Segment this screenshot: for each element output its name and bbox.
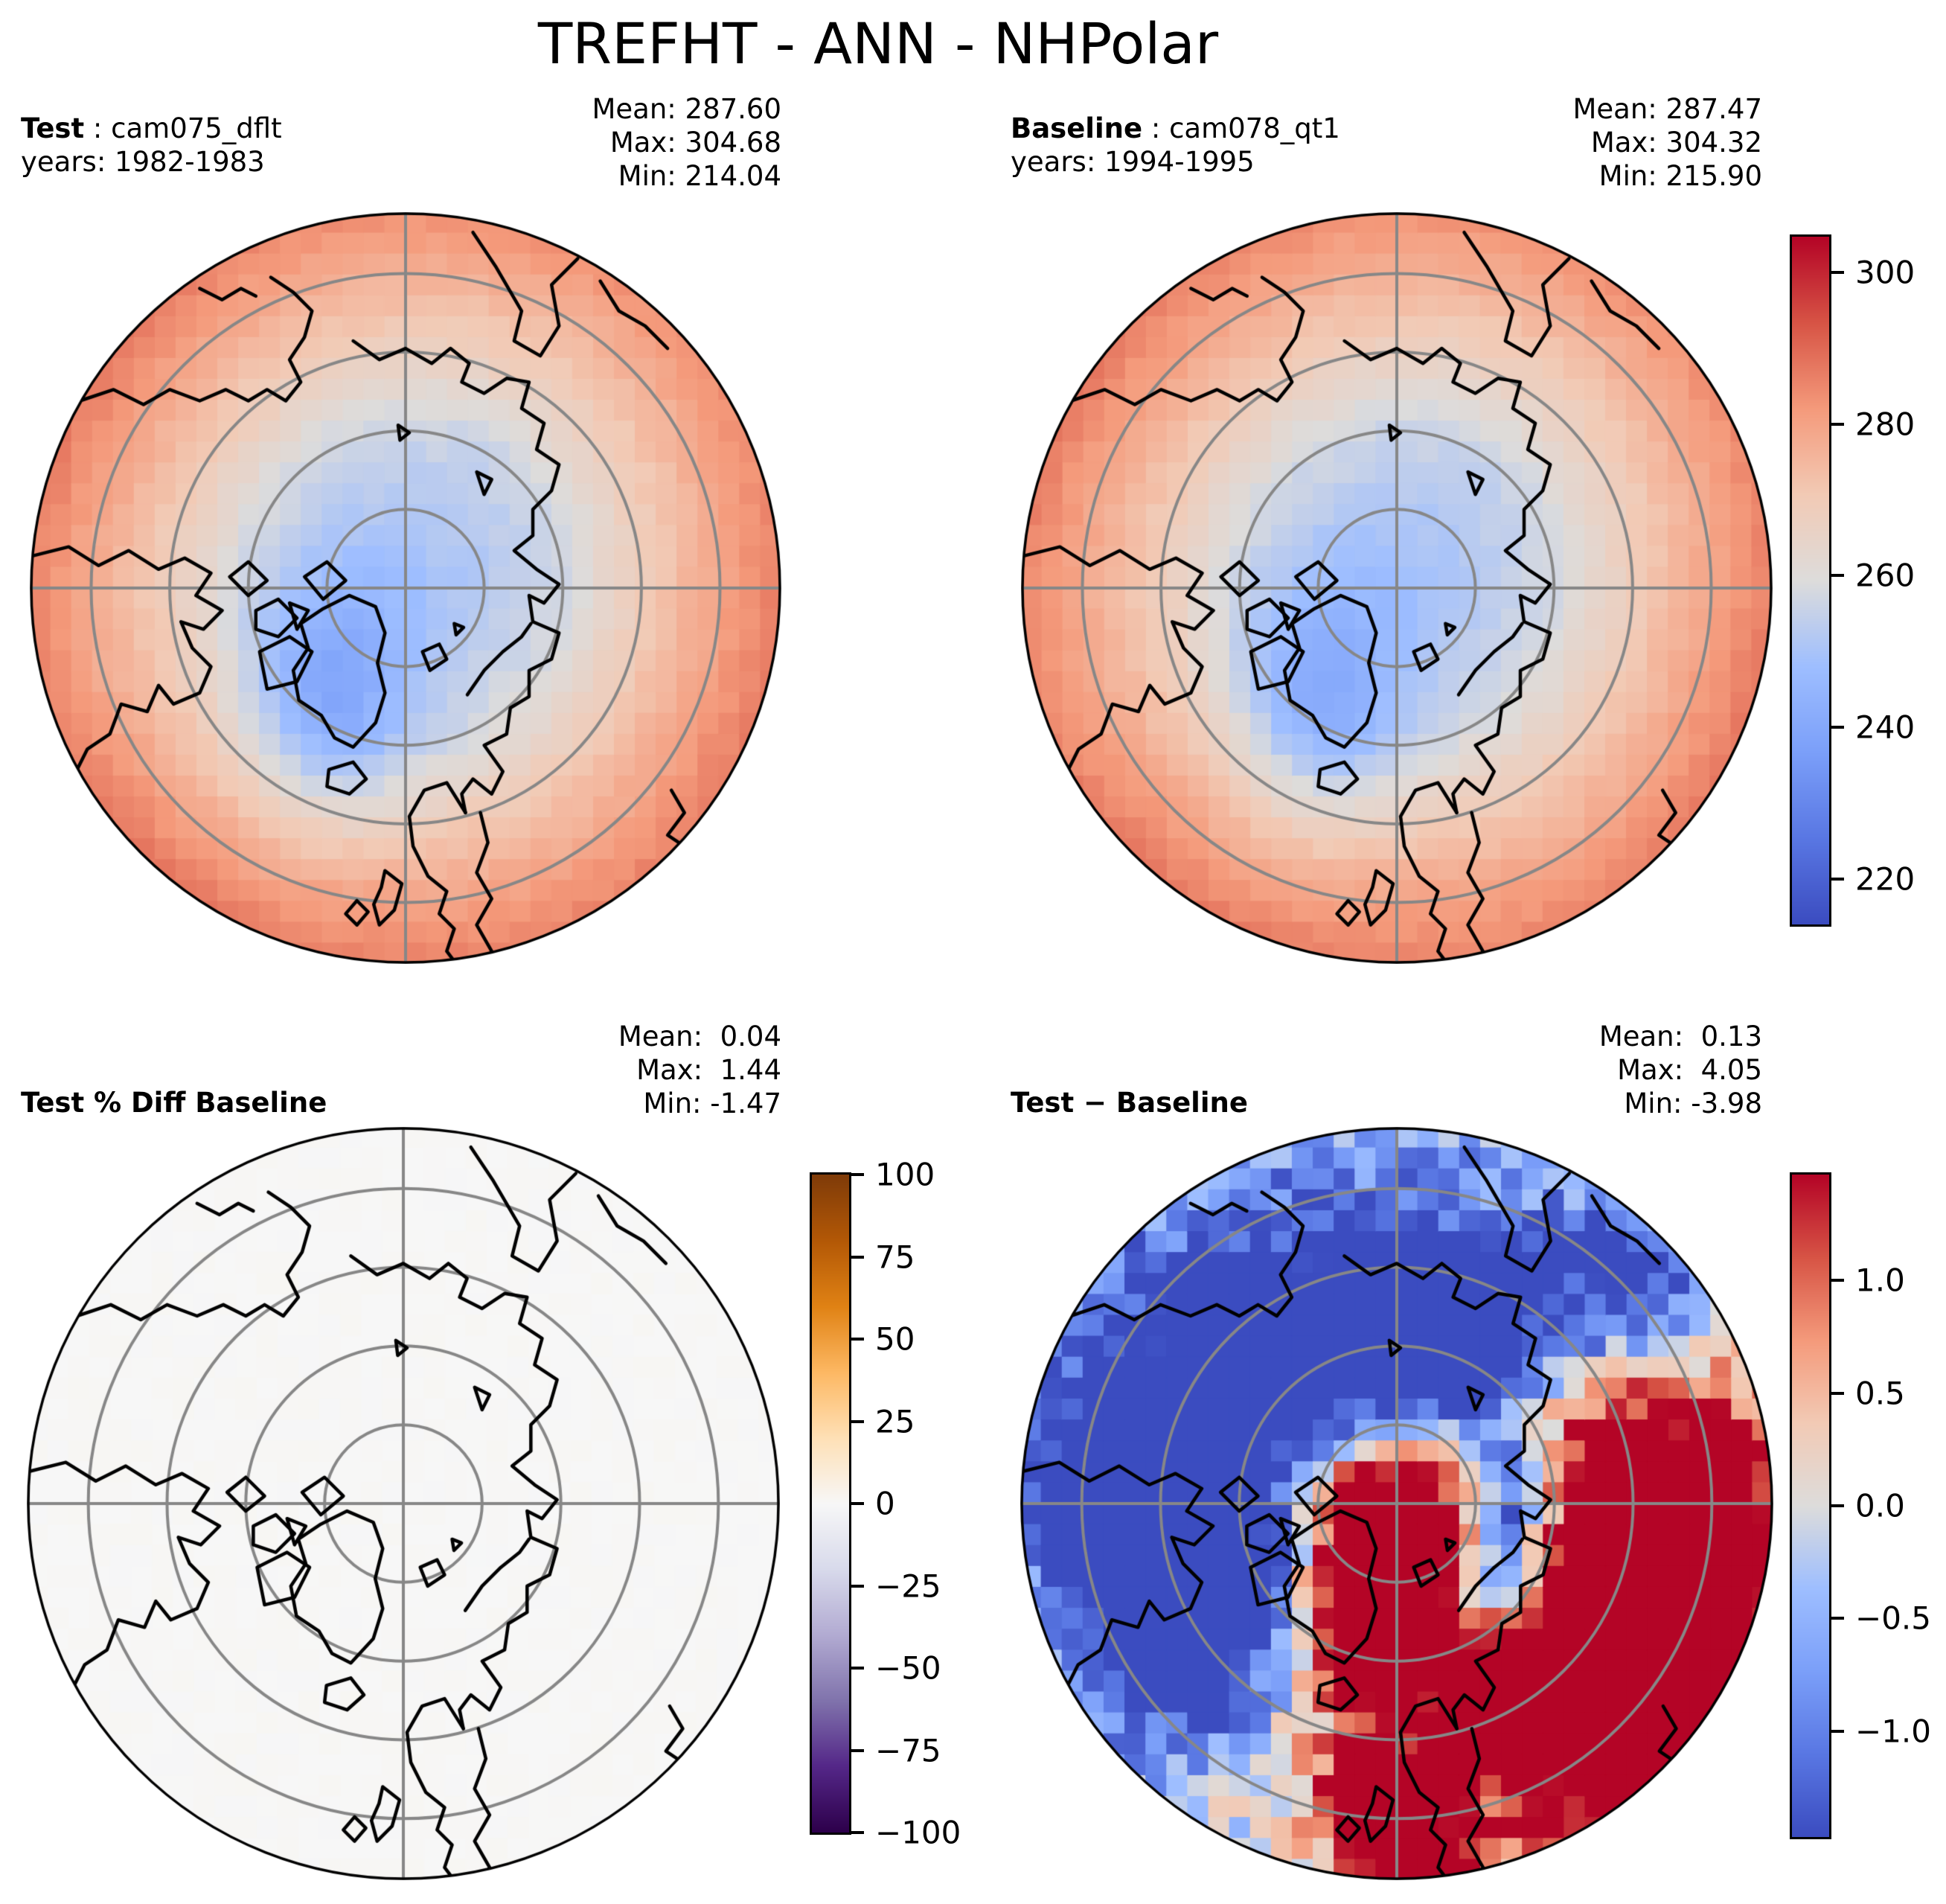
- map-canvas-diff: [1020, 1127, 1773, 1880]
- colorbar-tick-label: −25: [875, 1568, 941, 1604]
- test-label: Test: [21, 112, 85, 144]
- baseline-years: years: 1994-1995: [1011, 146, 1255, 178]
- stats-test: Mean: 287.60 Max: 304.68 Min: 214.04: [469, 92, 781, 193]
- colorbar-tick: [851, 1502, 864, 1505]
- colorbar-tick: [851, 1173, 864, 1176]
- stats-pct-diff: Mean: 0.04 Max: 1.44 Min: -1.47: [469, 1020, 781, 1120]
- figure-title: TREFHT - ANN - NHPolar: [537, 10, 1219, 77]
- colorbar-tick: [1831, 1729, 1844, 1733]
- stat-max: Max: 1.44: [636, 1054, 781, 1086]
- colorbar-tick-label: 75: [875, 1239, 915, 1275]
- colorbar-tick: [851, 1584, 864, 1588]
- colorbar-tick: [851, 1748, 864, 1752]
- colorbar-gradient: [1790, 234, 1831, 927]
- colorbar-tick-label: 0.0: [1855, 1487, 1905, 1524]
- colorbar-tick: [1831, 1391, 1844, 1395]
- panel-header-test: Test : cam075_dflt years: 1982-1983: [21, 112, 282, 179]
- colorbar-tick-label: 260: [1855, 557, 1915, 594]
- stat-min: Min: 215.90: [1598, 160, 1762, 192]
- stat-min: Min: -3.98: [1624, 1087, 1762, 1119]
- colorbar-tick-label: 0.5: [1855, 1375, 1905, 1412]
- polar-map-baseline: [1021, 212, 1773, 967]
- colorbar-tick-label: −0.5: [1855, 1600, 1931, 1637]
- colorbar-tick: [1831, 726, 1844, 729]
- stats-baseline: Mean: 287.47 Max: 304.32 Min: 215.90: [1450, 92, 1762, 193]
- baseline-dataset: : cam078_qt1: [1142, 112, 1340, 144]
- panel-label-pct-diff: Test % Diff Baseline: [21, 1087, 327, 1119]
- colorbar-tick-label: 240: [1855, 709, 1915, 746]
- colorbar-tick-label: −100: [875, 1814, 961, 1851]
- stat-mean: Mean: 287.60: [592, 93, 781, 125]
- polar-map-test: [30, 212, 781, 967]
- colorbar-tick-label: −50: [875, 1649, 941, 1687]
- colorbar-tick-label: 1.0: [1855, 1262, 1905, 1299]
- colorbar-tick-label: 280: [1855, 406, 1915, 443]
- map-canvas-test: [30, 212, 781, 964]
- colorbar-tick: [851, 1255, 864, 1259]
- colorbar-tick: [1831, 1617, 1844, 1620]
- polar-map-diff: [1020, 1127, 1773, 1883]
- colorbar-tick: [1831, 878, 1844, 881]
- map-canvas-baseline: [1021, 212, 1773, 964]
- colorbar-tick-label: 25: [875, 1403, 915, 1440]
- colorbar-tick: [851, 1667, 864, 1670]
- colorbar-tick: [1831, 270, 1844, 274]
- map-canvas-pct-diff: [27, 1127, 780, 1880]
- panel-header-baseline: Baseline : cam078_qt1 years: 1994-1995: [1011, 112, 1340, 179]
- colorbar-tick-label: 0: [875, 1485, 895, 1522]
- stats-diff: Mean: 0.13 Max: 4.05 Min: -3.98: [1450, 1020, 1762, 1120]
- stat-max: Max: 304.68: [609, 127, 781, 159]
- colorbar-tick-label: 100: [875, 1156, 935, 1193]
- stat-min: Min: 214.04: [618, 160, 781, 192]
- colorbar-tick-label: 50: [875, 1320, 915, 1358]
- baseline-label: Baseline: [1011, 112, 1143, 144]
- colorbar-tick: [851, 1831, 864, 1834]
- stat-max: Max: 304.32: [1590, 127, 1762, 159]
- stat-mean: Mean: 0.13: [1598, 1020, 1762, 1052]
- colorbar-gradient: [810, 1172, 851, 1835]
- colorbar-tick: [1831, 422, 1844, 426]
- polar-map-pct-diff: [27, 1127, 780, 1883]
- colorbar-gradient: [1790, 1172, 1831, 1839]
- colorbar-tick-label: 300: [1855, 254, 1915, 291]
- test-dataset: : cam075_dflt: [84, 112, 282, 144]
- colorbar-tick-label: 220: [1855, 860, 1915, 898]
- colorbar-tick: [851, 1419, 864, 1423]
- colorbar-tick-label: −75: [875, 1732, 941, 1769]
- colorbar-tick: [851, 1338, 864, 1341]
- colorbar-tick-label: −1.0: [1855, 1713, 1931, 1750]
- stat-mean: Mean: 287.47: [1572, 93, 1762, 125]
- colorbar-tick: [1831, 1504, 1844, 1507]
- colorbar-tick: [1831, 574, 1844, 578]
- stat-mean: Mean: 0.04: [618, 1020, 781, 1052]
- stat-max: Max: 4.05: [1617, 1054, 1762, 1086]
- test-years: years: 1982-1983: [21, 146, 265, 178]
- stat-min: Min: -1.47: [643, 1087, 781, 1119]
- colorbar-tick: [1831, 1279, 1844, 1282]
- panel-label-diff: Test − Baseline: [1011, 1087, 1248, 1119]
